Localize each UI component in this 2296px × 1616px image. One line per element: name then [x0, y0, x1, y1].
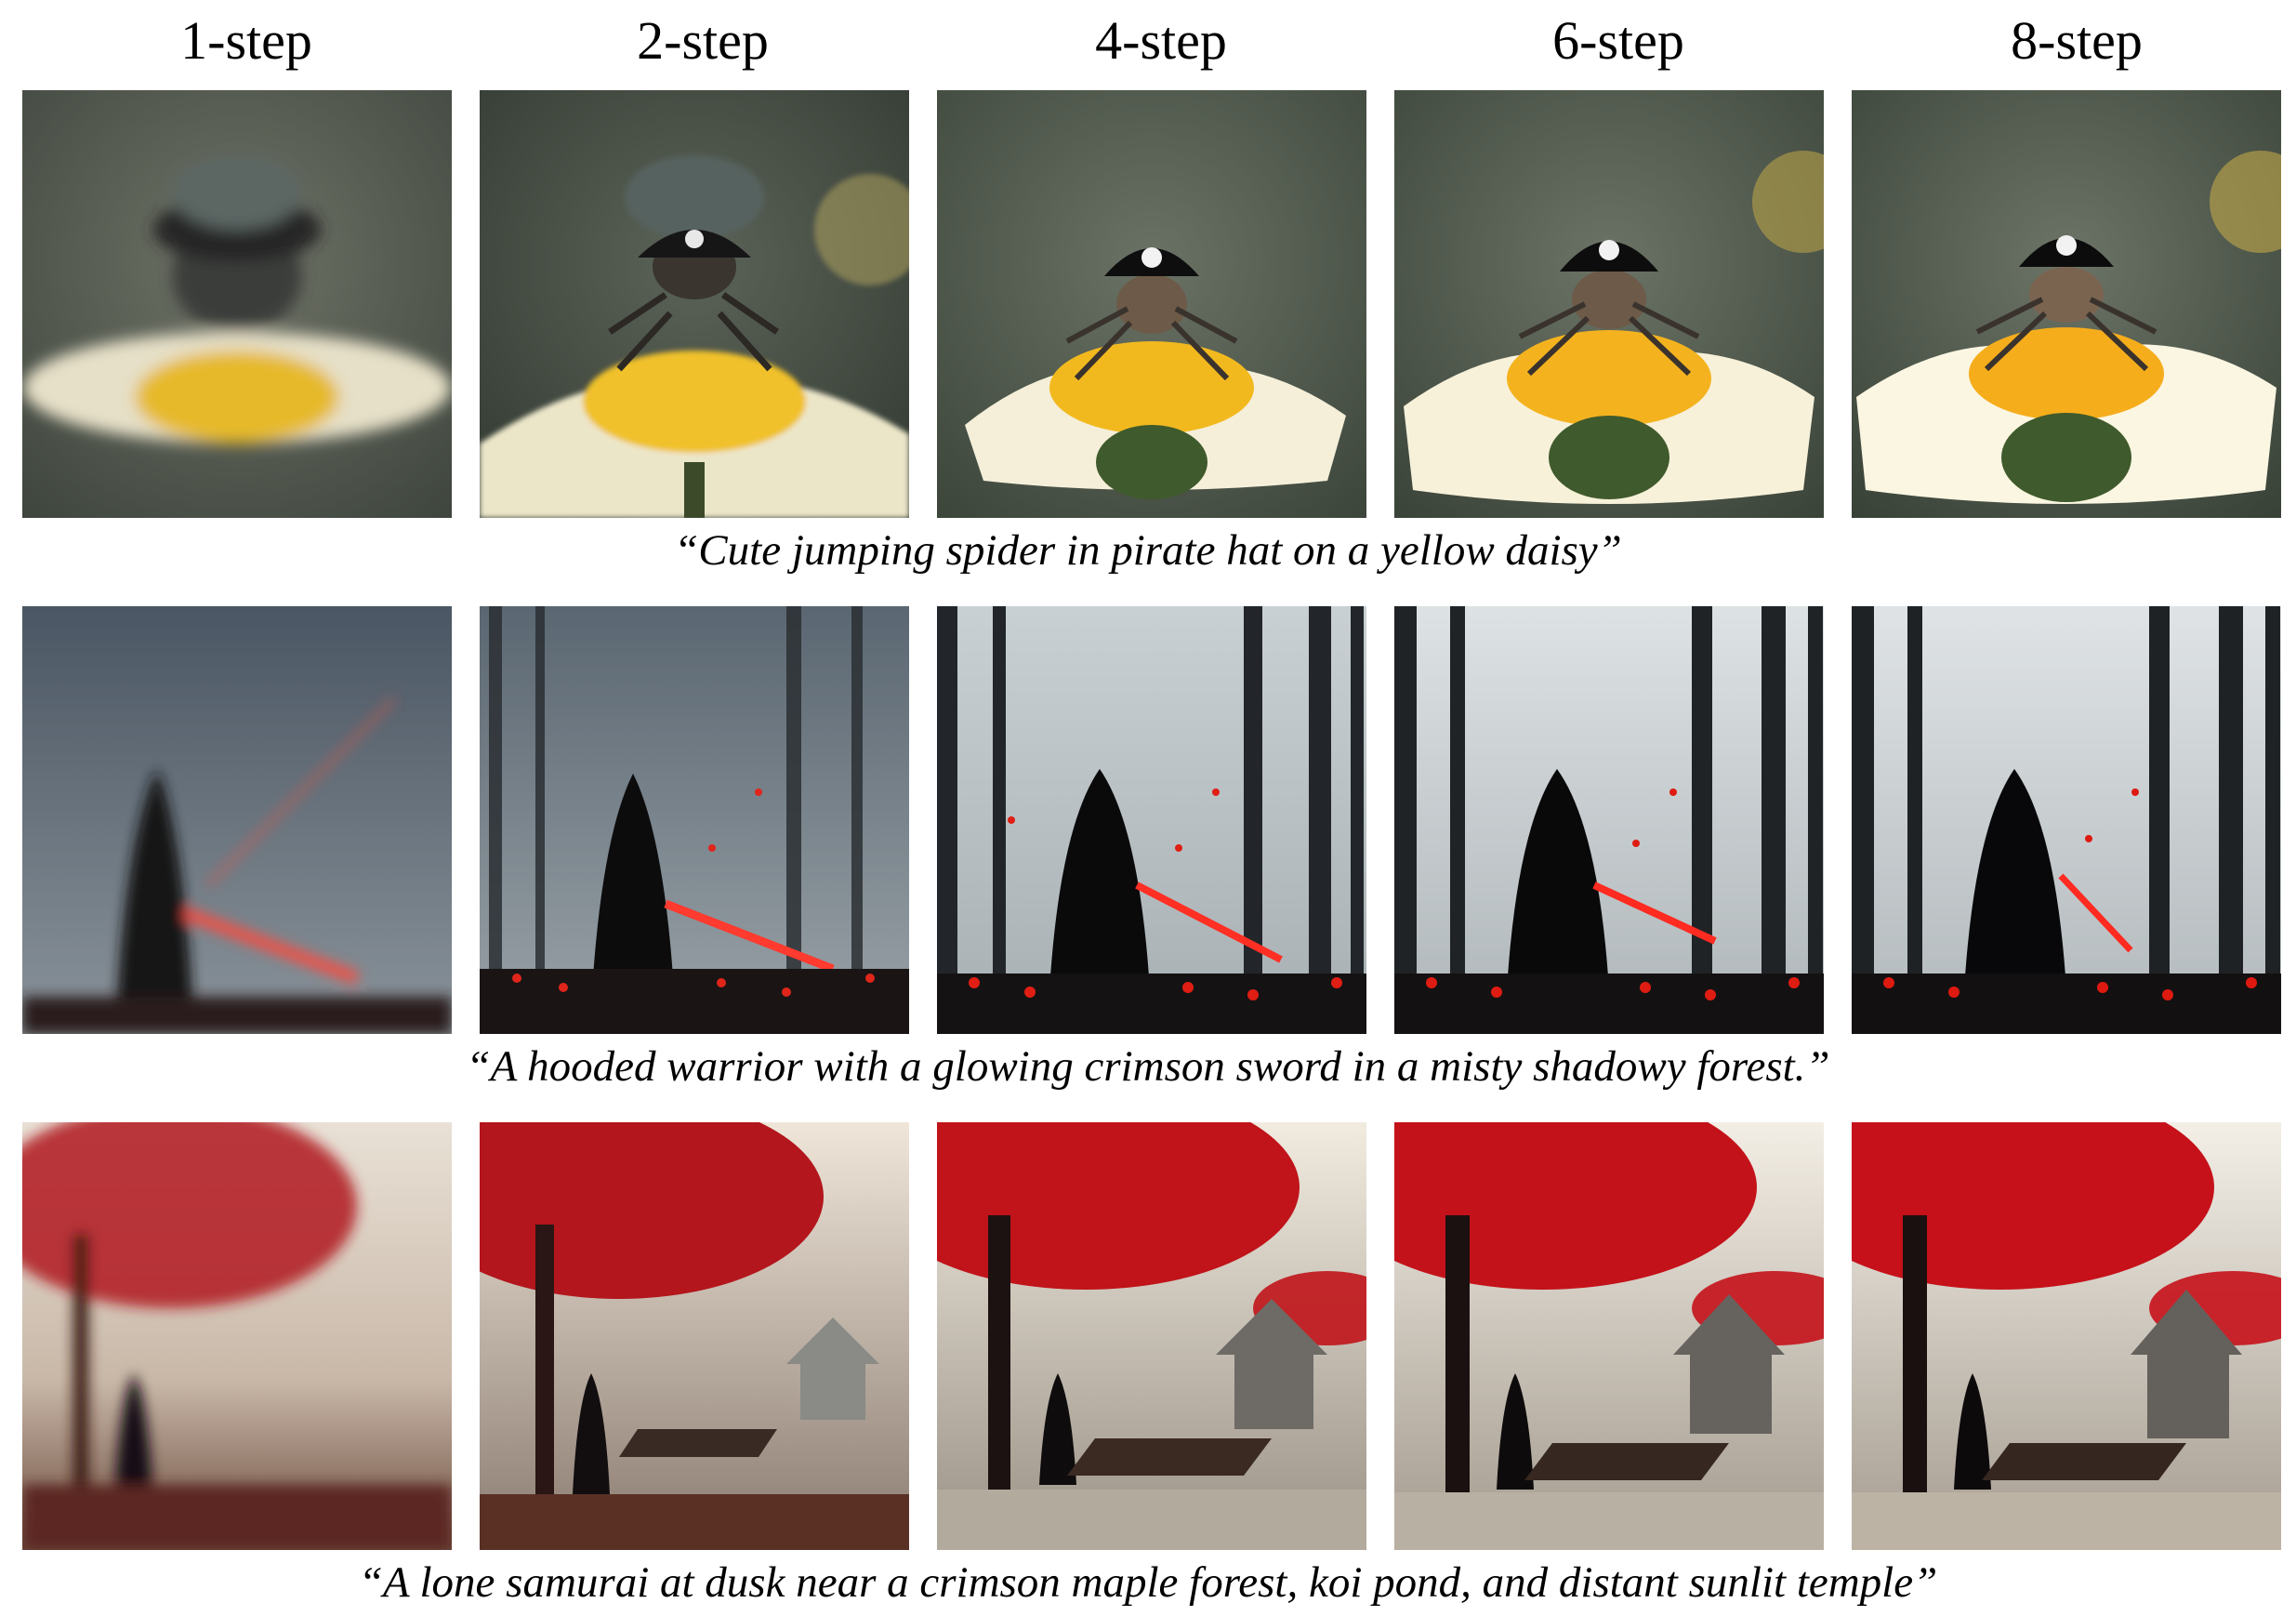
caption-warrior: “A hooded warrior with a glowing crimson… [466, 1042, 1830, 1091]
column-label-4-step: 4-step [1095, 10, 1227, 71]
image-samurai-2-step [480, 1122, 909, 1550]
image-samurai-8-step [1852, 1122, 2281, 1550]
image-row-samurai: “A lone samurai at dusk near a crimson m… [0, 1122, 2296, 1616]
column-label-6-step: 6-step [1552, 10, 1684, 71]
image-spider-2-step [480, 90, 909, 518]
column-label-8-step: 8-step [2011, 10, 2143, 71]
image-warrior-6-step [1394, 606, 1824, 1034]
image-samurai-1-step [22, 1122, 452, 1550]
image-spider-8-step [1852, 90, 2281, 518]
image-spider-6-step [1394, 90, 1824, 518]
image-spider-4-step [937, 90, 1366, 518]
column-label-2-step: 2-step [637, 10, 769, 71]
image-warrior-2-step [480, 606, 909, 1034]
image-spider-1-step [22, 90, 452, 518]
image-warrior-4-step [937, 606, 1366, 1034]
image-samurai-4-step [937, 1122, 1366, 1550]
caption-spider: “Cute jumping spider in pirate hat on a … [674, 526, 1622, 575]
image-warrior-8-step [1852, 606, 2281, 1034]
image-warrior-1-step [22, 606, 452, 1034]
image-samurai-6-step [1394, 1122, 1824, 1550]
caption-samurai: “A lone samurai at dusk near a crimson m… [358, 1558, 1938, 1607]
column-header-row: 1-step 2-step 4-step 6-step 8-step [0, 0, 2296, 86]
column-label-1-step: 1-step [180, 10, 312, 71]
image-row-warrior: “A hooded warrior with a glowing crimson… [0, 606, 2296, 1127]
image-row-spider: “Cute jumping spider in pirate hat on a … [0, 90, 2296, 611]
